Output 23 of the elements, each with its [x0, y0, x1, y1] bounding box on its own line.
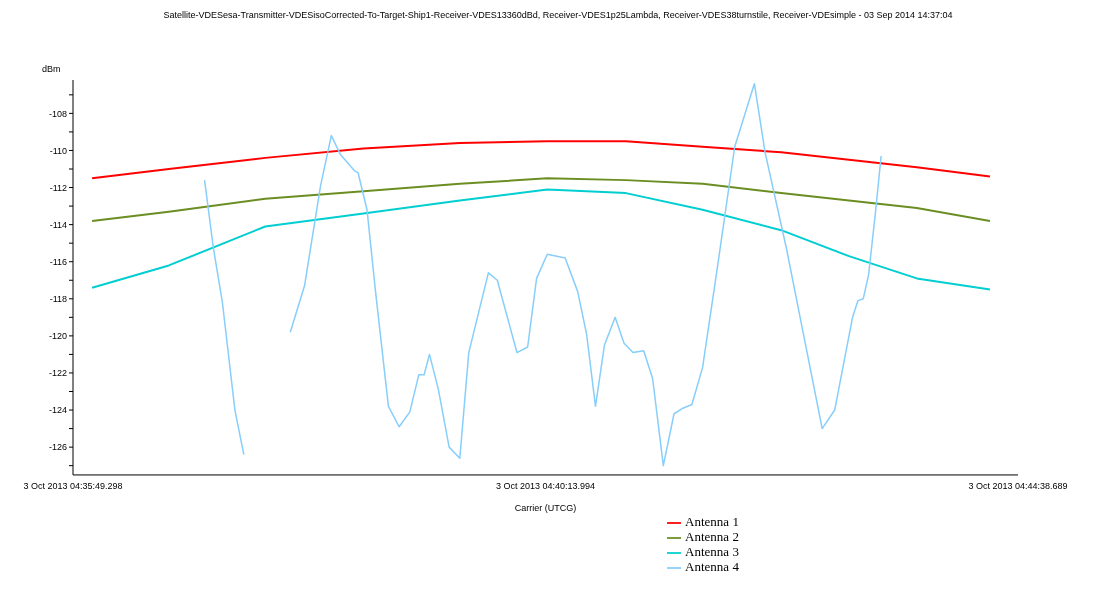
x-axis-title: Carrier (UTCG)	[514, 502, 577, 513]
y-tick-label: -124	[48, 405, 67, 416]
y-tick-label: -114	[49, 219, 67, 230]
y-tick-label: -108	[48, 108, 67, 119]
y-tick-label: -126	[48, 442, 67, 453]
line-series	[91, 140, 991, 180]
x-tick-label: 3 Oct 2013 04:35:49.298	[23, 481, 123, 492]
line-series	[91, 177, 991, 222]
y-tick-label: -110	[49, 145, 67, 156]
y-tick-label: -120	[48, 331, 67, 342]
line-series	[91, 188, 991, 291]
y-tick-label: -116	[49, 256, 67, 267]
legend-label: Antenna 1	[685, 513, 739, 529]
y-tick-label: -112	[49, 182, 67, 193]
y-tick-label: -122	[48, 368, 67, 379]
y-tick-label: -118	[49, 293, 67, 304]
legend-label: Antenna 3	[685, 543, 739, 559]
chart-title: Satellite-VDESesa-Transmitter-VDESisoCorrected-To-Target-Ship1-Receiver-VDES13360dBd, Receiver-VDES1p25Lambda, Receiver-VDES38turnstile, Receiver-VDEsimple - 03 Sep 2014 14:37:04	[162, 9, 954, 22]
legend-label: Antenna 4	[685, 558, 739, 574]
x-tick-label: 3 Oct 2013 04:44:38.689	[968, 481, 1068, 492]
legend-label: Antenna 2	[685, 528, 739, 544]
y-axis-title: dBm	[42, 64, 61, 74]
x-tick-label: 3 Oct 2013 04:40:13.994	[495, 481, 596, 492]
